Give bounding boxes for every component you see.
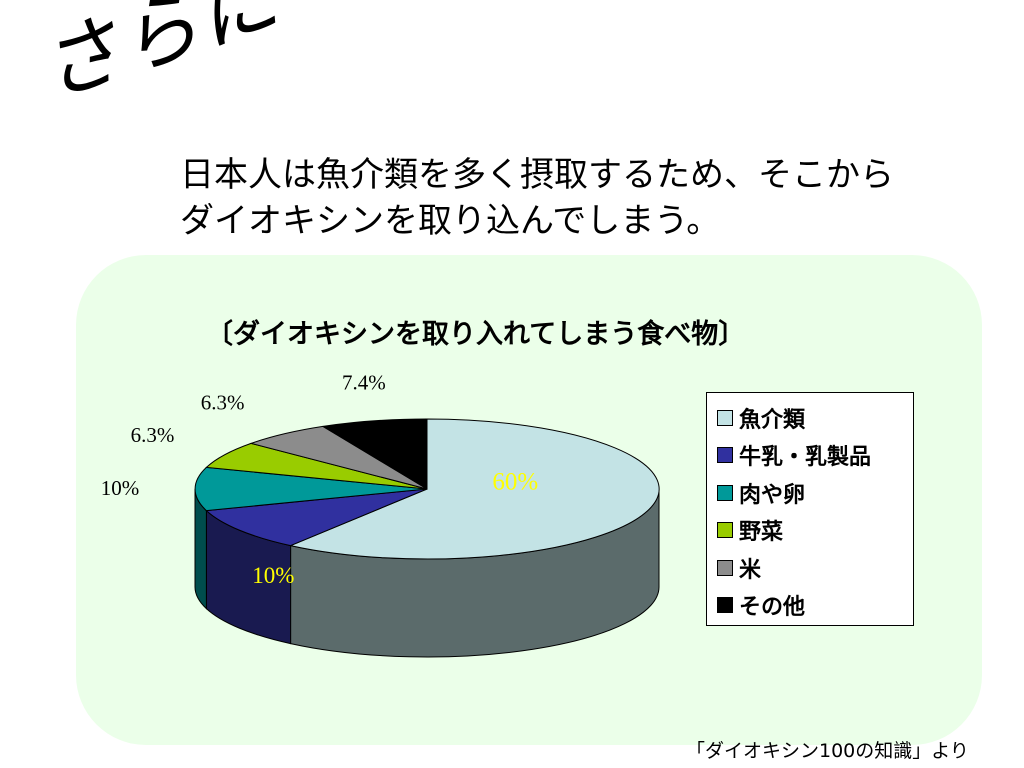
legend-item: 牛乳・乳製品 <box>717 437 913 475</box>
legend-swatch <box>717 522 733 539</box>
legend-item: 魚介類 <box>717 399 913 437</box>
pie-data-label-0: 60% <box>492 469 538 496</box>
pie-slice-2 <box>194 466 428 512</box>
intro-text: 日本人は魚介類を多く摂取するため、そこから ダイオキシンを取り込んでしまう。 <box>180 152 894 244</box>
pie-sides <box>194 488 660 658</box>
legend-label: 野菜 <box>739 520 784 546</box>
pie-labels: 60% 10% 10% 6.3% 6.3% 7.4% <box>101 370 539 588</box>
pie-data-label-3: 6.3% <box>131 423 175 447</box>
legend-item: 野菜 <box>717 512 913 550</box>
legend-item: 米 <box>717 549 913 587</box>
legend-label: 肉や卵 <box>739 482 806 508</box>
legend-label: その他 <box>739 595 806 621</box>
chart-title: 〔ダイオキシンを取り入れてしまう食べ物〕 <box>206 319 746 350</box>
chart-legend: 魚介類牛乳・乳製品 肉や卵野菜米その他 <box>706 392 914 626</box>
legend-swatch <box>717 597 733 614</box>
intro-line-2: ダイオキシンを取り込んでしまう。 <box>180 201 721 241</box>
pie-data-label-4: 6.3% <box>201 391 245 415</box>
legend-label: 米 <box>739 557 762 583</box>
source-citation: 「ダイオキシン100の知識」より <box>686 740 969 762</box>
pie-data-label-1: 10% <box>252 563 294 588</box>
pie-data-label-5: 7.4% <box>342 370 386 394</box>
legend-label: 魚介類 <box>739 407 806 433</box>
pie-tops <box>194 418 660 560</box>
intro-line-1: 日本人は魚介類を多く摂取するため、そこから <box>180 155 894 195</box>
pie-slice-1 <box>205 488 428 547</box>
pie-slice-5 <box>321 418 428 490</box>
legend-item: 肉や卵 <box>717 474 913 512</box>
pie-slice-0 <box>288 418 660 560</box>
pie-data-label-2: 10% <box>101 476 140 500</box>
legend-swatch <box>717 409 733 426</box>
legend-label: 牛乳・乳製品 <box>739 445 872 471</box>
legend-item: その他 <box>717 587 913 625</box>
legend-swatch <box>717 447 733 464</box>
legend-swatch <box>717 484 733 501</box>
legend-swatch <box>717 559 733 576</box>
